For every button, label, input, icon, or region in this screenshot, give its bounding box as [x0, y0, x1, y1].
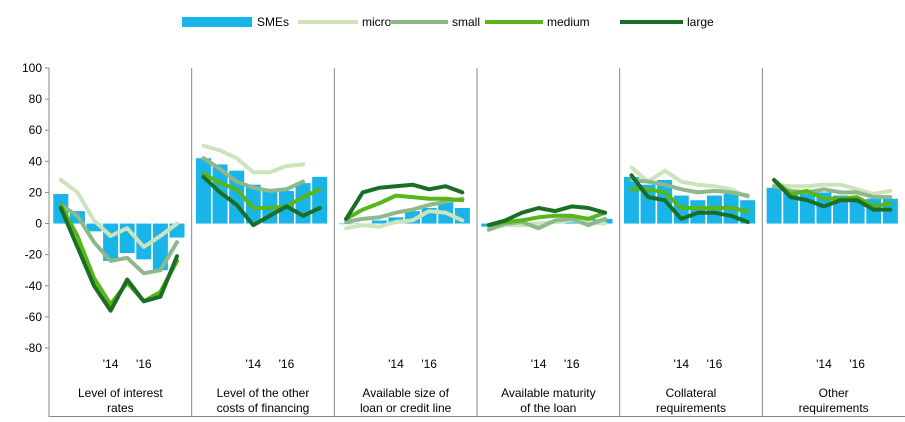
y-tick-label: 100 — [22, 61, 42, 75]
bar-smes — [136, 223, 152, 260]
bar-smes — [312, 176, 328, 224]
y-tick-label: -60 — [25, 310, 43, 324]
line-small — [772, 184, 893, 200]
legend: SMEs micro small medium large — [182, 15, 714, 29]
bar-smes — [371, 220, 387, 224]
bar-smes — [849, 200, 865, 224]
line-large — [58, 206, 179, 313]
line-large — [486, 204, 607, 228]
panel-label: Available maturity — [501, 386, 596, 400]
legend-label-small: small — [452, 15, 480, 29]
x-tick-label: '16 — [136, 357, 152, 371]
line-small — [344, 196, 465, 224]
lines-layer — [58, 143, 893, 313]
legend-swatch-smes — [182, 17, 252, 27]
x-tick-label: '14 — [245, 357, 261, 371]
bars-layer — [53, 158, 898, 271]
line-micro — [629, 165, 750, 200]
panel-label: of the loan — [520, 401, 576, 415]
line-large — [772, 178, 893, 212]
line-medium — [344, 193, 465, 221]
line-micro — [58, 178, 179, 249]
bar-smes — [766, 187, 782, 224]
x-tick-label: '16 — [849, 357, 865, 371]
x-tick-label: '14 — [816, 357, 832, 371]
line-medium — [201, 171, 322, 210]
panel-label: Other — [819, 386, 849, 400]
x-tick-label: '16 — [707, 357, 723, 371]
legend-label-large: large — [687, 15, 714, 29]
panel-label: Level of interest — [78, 386, 163, 400]
x-tick-label: '14 — [388, 357, 404, 371]
x-tick-label: '14 — [103, 357, 119, 371]
panel-label: requirements — [799, 401, 869, 415]
x-tick-label: '16 — [279, 357, 295, 371]
axes-layer: -80 -60 -40 -20 0 20 40 60 80 100 '14 '16 Level of i… — [22, 61, 905, 417]
bar-smes — [597, 218, 613, 224]
panel-label: costs of financing — [217, 401, 310, 415]
panel-label: Collateral — [666, 386, 717, 400]
line-large — [344, 182, 465, 221]
line-small — [201, 156, 306, 193]
panel-label: Level of the other — [217, 386, 310, 400]
y-tick-label: 0 — [35, 217, 42, 231]
line-medium — [629, 187, 750, 214]
line-large — [201, 174, 322, 228]
bar-smes — [86, 223, 102, 232]
line-micro — [344, 209, 465, 231]
x-tick-label: '16 — [421, 357, 437, 371]
x-tick-label: '14 — [673, 357, 689, 371]
y-tick-label: 20 — [29, 185, 43, 199]
y-tick-label: -20 — [25, 248, 43, 262]
bar-smes — [783, 192, 799, 224]
x-tick-label: '14 — [531, 357, 547, 371]
panel-label: Available size of — [362, 386, 449, 400]
panel-label: rates — [107, 401, 134, 415]
y-tick-label: -40 — [25, 279, 43, 293]
panel-label: loan or credit line — [360, 401, 452, 415]
legend-label-medium: medium — [547, 15, 590, 29]
line-micro — [772, 182, 893, 196]
y-tick-label: -80 — [25, 341, 43, 355]
line-large — [629, 173, 750, 224]
y-tick-label: 80 — [29, 92, 43, 106]
line-small — [58, 202, 179, 276]
line-small — [629, 178, 750, 198]
bar-smes — [195, 158, 211, 224]
panel-label: requirements — [656, 401, 726, 415]
legend-label-micro: micro — [362, 15, 392, 29]
x-tick-label: '16 — [564, 357, 580, 371]
line-micro — [201, 143, 306, 175]
bar-smes — [245, 184, 261, 224]
line-medium — [486, 210, 607, 228]
y-tick-label: 40 — [29, 154, 43, 168]
y-tick-label: 60 — [29, 123, 43, 137]
line-medium — [772, 178, 893, 209]
legend-label-smes: SMEs — [257, 15, 289, 29]
